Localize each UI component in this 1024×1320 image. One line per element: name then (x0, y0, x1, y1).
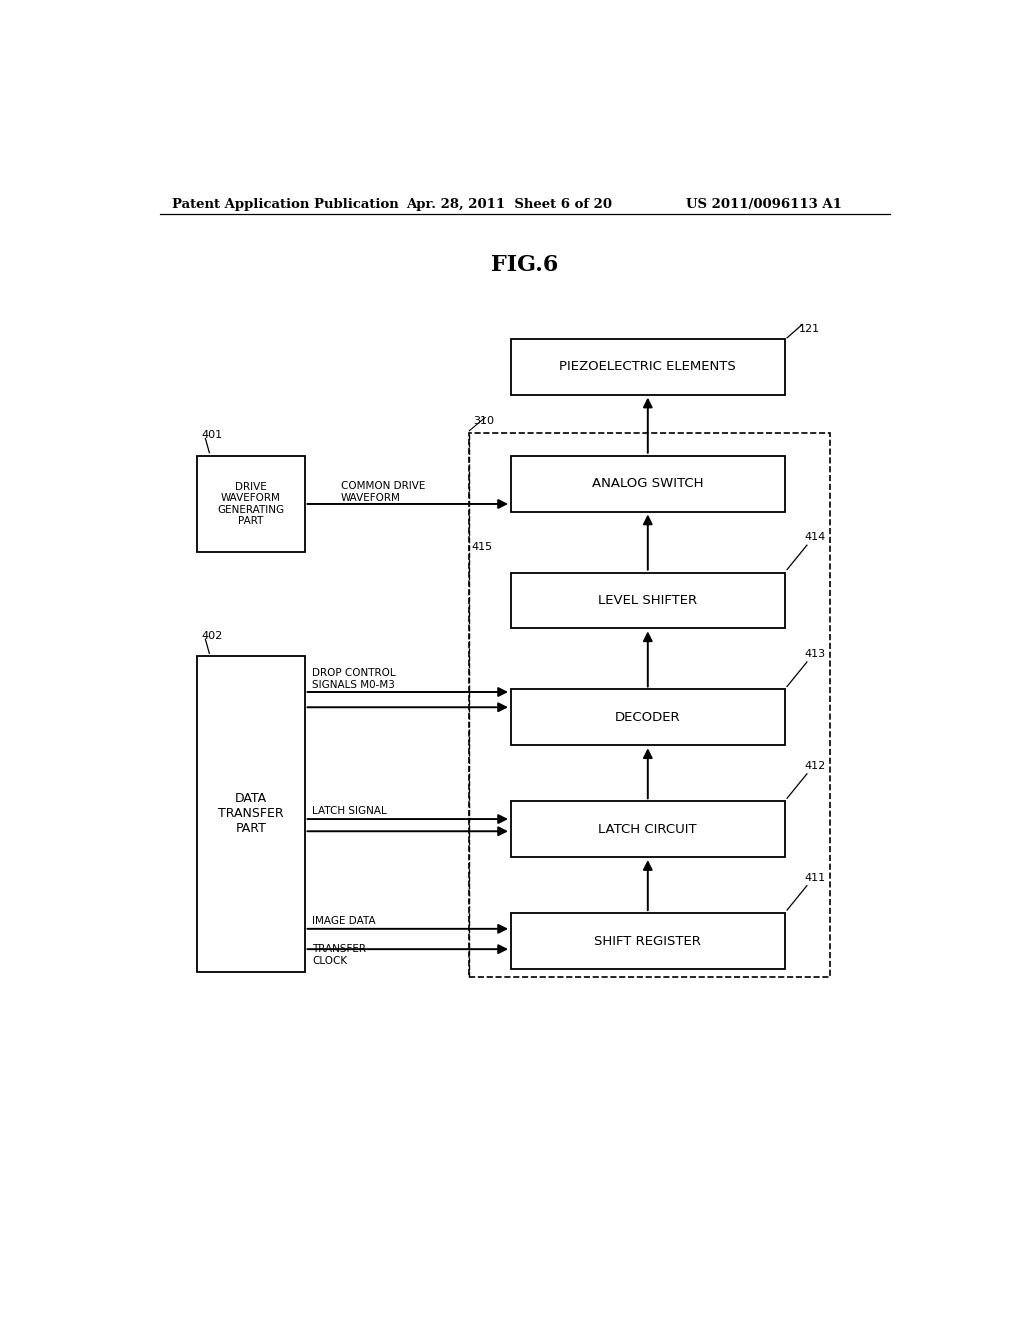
Text: 411: 411 (805, 873, 825, 883)
Text: LATCH SIGNAL: LATCH SIGNAL (312, 807, 387, 816)
Text: 402: 402 (202, 631, 222, 642)
Text: LEVEL SHIFTER: LEVEL SHIFTER (598, 594, 697, 607)
Text: PIEZOELECTRIC ELEMENTS: PIEZOELECTRIC ELEMENTS (559, 360, 736, 374)
Text: 412: 412 (805, 760, 825, 771)
Text: Apr. 28, 2011  Sheet 6 of 20: Apr. 28, 2011 Sheet 6 of 20 (406, 198, 612, 211)
Text: US 2011/0096113 A1: US 2011/0096113 A1 (686, 198, 842, 211)
Text: SHIFT REGISTER: SHIFT REGISTER (594, 935, 701, 948)
Text: DATA
TRANSFER
PART: DATA TRANSFER PART (218, 792, 284, 836)
Bar (198, 656, 304, 972)
Bar (198, 455, 304, 552)
Text: LATCH CIRCUIT: LATCH CIRCUIT (598, 822, 697, 836)
Bar (511, 339, 784, 395)
Text: DRIVE
WAVEFORM
GENERATING
PART: DRIVE WAVEFORM GENERATING PART (217, 482, 285, 527)
Bar (511, 455, 784, 512)
Text: DROP CONTROL
SIGNALS M0-M3: DROP CONTROL SIGNALS M0-M3 (312, 668, 395, 689)
Text: COMMON DRIVE
WAVEFORM: COMMON DRIVE WAVEFORM (341, 480, 425, 503)
Bar (511, 689, 784, 746)
Bar (511, 913, 784, 969)
Text: DECODER: DECODER (615, 711, 681, 723)
Text: 415: 415 (472, 541, 493, 552)
Text: FIG.6: FIG.6 (492, 255, 558, 276)
Text: 401: 401 (202, 430, 222, 441)
Text: Patent Application Publication: Patent Application Publication (172, 198, 398, 211)
Bar (469, 433, 830, 977)
Text: TRANSFER
CLOCK: TRANSFER CLOCK (312, 944, 367, 966)
Text: 121: 121 (799, 323, 820, 334)
Bar (511, 801, 784, 857)
Text: 310: 310 (473, 416, 495, 426)
Text: IMAGE DATA: IMAGE DATA (312, 916, 376, 925)
Text: 413: 413 (805, 649, 825, 659)
Bar (511, 573, 784, 628)
Text: 414: 414 (805, 532, 825, 543)
Text: ANALOG SWITCH: ANALOG SWITCH (592, 477, 703, 490)
